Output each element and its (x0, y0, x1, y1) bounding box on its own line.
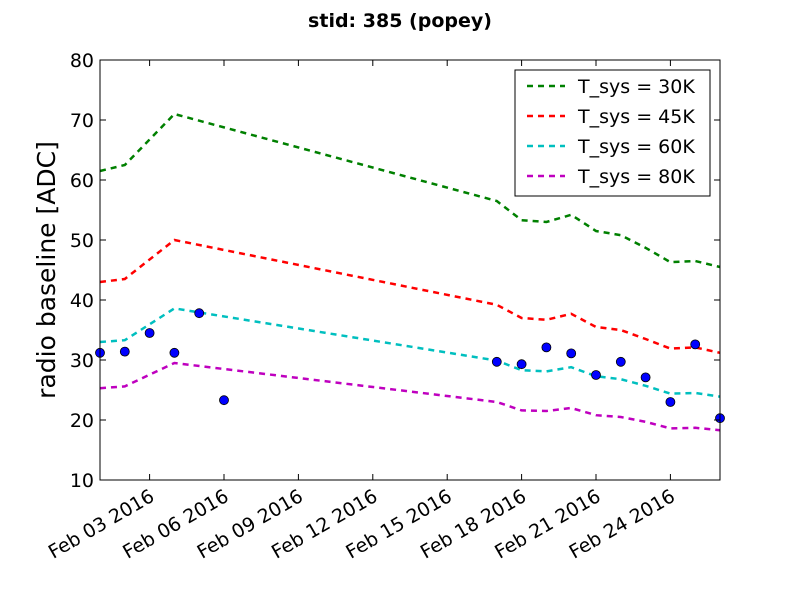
y-tick-label: 60 (70, 170, 94, 192)
y-axis: 10 20 30 40 50 60 70 80 (70, 50, 720, 492)
y-tick-label: 50 (70, 230, 94, 252)
y-tick-label: 30 (70, 350, 94, 372)
series-line-3 (99, 307, 721, 398)
data-point-10 (566, 348, 577, 359)
data-point-5 (194, 308, 205, 319)
plot-frame (99, 59, 721, 481)
legend-label-2: T_sys = 45K (577, 106, 695, 128)
series-line-2 (99, 238, 721, 355)
series-layer (99, 112, 721, 432)
legend: T_sys = 30K T_sys = 45K T_sys = 60K T_sys =… (514, 69, 711, 197)
data-point-11 (591, 370, 601, 380)
chart-title: stid: 385 (popey) (308, 10, 492, 32)
y-axis-label: radio baseline [ADC] (32, 141, 61, 399)
legend-label-4: T_sys = 80K (577, 166, 695, 188)
data-point-7 (491, 356, 502, 367)
series-line-4 (99, 361, 721, 432)
y-tick-label: 10 (70, 470, 94, 492)
legend-label-3: T_sys = 60K (577, 136, 695, 158)
y-tick-label: 80 (70, 50, 94, 72)
y-tick-label: 40 (70, 290, 94, 312)
data-point-14 (665, 397, 676, 407)
y-tick-label: 70 (70, 110, 94, 132)
data-point-9 (541, 342, 552, 353)
data-point-8 (516, 359, 527, 370)
y-tick-label: 20 (70, 410, 94, 432)
data-point-2 (119, 346, 130, 357)
data-point-13 (640, 372, 651, 383)
legend-label-1: T_sys = 30K (577, 76, 695, 98)
data-point-12 (615, 356, 626, 367)
data-point-3 (144, 328, 155, 338)
data-point-4 (169, 347, 180, 358)
data-point-6 (219, 395, 229, 406)
legend-box (514, 69, 711, 197)
data-point-15 (690, 339, 701, 350)
